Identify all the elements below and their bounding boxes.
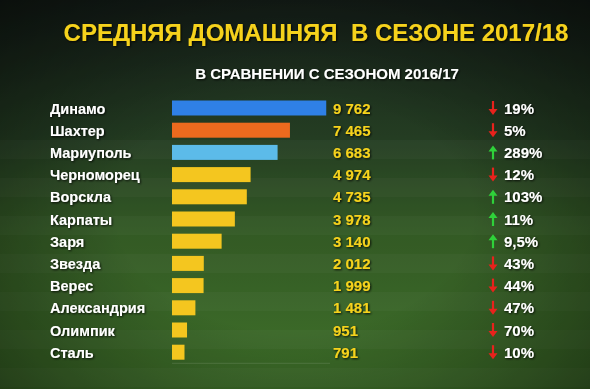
value-label: 4 735 [333,188,371,205]
change-label: 47% [504,299,534,316]
value-label: 6 683 [333,144,371,161]
category-label: Заря [50,234,84,250]
arrow-down [489,279,498,293]
value-label: 1 999 [333,277,371,294]
labels: Динамо 9 762 19% Шахтер 7 465 5% Мариуполь 6 68… [50,100,542,361]
value-label: 3 978 [333,211,371,228]
chart: СРЕДНЯЯ ДОМАШНЯЯ В СЕЗОНЕ 2017/18 В СРАВН… [0,0,590,389]
title: СРЕДНЯЯ ДОМАШНЯЯ В СЕЗОНЕ 2017/18 [64,19,569,46]
value-axis-line [172,363,330,364]
bar [172,323,187,338]
arrow-down [489,345,498,359]
change-label: 70% [504,322,534,339]
change-label: 5% [504,122,526,139]
change-label: 289% [504,144,542,161]
bar [172,101,326,116]
arrow-down [489,256,498,270]
change-label: 9,5% [504,233,538,250]
change-label: 103% [504,188,542,205]
bar [172,300,195,315]
value-label: 4 974 [333,166,371,183]
bar [172,345,184,360]
value-label: 9 762 [333,100,371,117]
bars [172,101,326,360]
bar [172,234,222,249]
category-label: Верес [50,278,93,294]
change-label: 19% [504,100,534,117]
bar [172,167,251,182]
value-label: 3 140 [333,233,371,250]
change-label: 11% [504,211,533,228]
bar [172,212,235,227]
chart-stage: СРЕДНЯЯ ДОМАШНЯЯ В СЕЗОНЕ 2017/18 В СРАВН… [0,0,590,389]
arrow-down [489,323,498,337]
category-label: Олимпик [50,323,116,339]
subtitle: В СРАВНЕНИИ С СЕЗОНОМ 2016/17 [195,65,459,82]
arrow-up [489,190,498,204]
category-label: Динамо [50,101,106,117]
category-label: Шахтер [50,123,105,139]
arrow-down [489,168,498,182]
category-label: Карпаты [50,212,112,228]
category-label: Ворскла [50,189,112,205]
change-label: 10% [504,344,534,361]
arrow-down [489,301,498,315]
overlay [0,0,590,389]
arrow-up [489,145,498,159]
value-label: 7 465 [333,122,371,139]
category-label: Черноморец [50,167,140,183]
value-label: 2 012 [333,255,371,272]
bar [172,256,204,271]
category-label: Александрия [50,300,145,316]
value-label: 1 481 [333,299,371,316]
change-label: 44% [504,277,534,294]
arrow-down [489,123,498,137]
bar [172,123,290,138]
category-label: Мариуполь [50,145,132,161]
category-label: Сталь [50,345,94,361]
bar [172,189,247,204]
change-label: 12% [504,166,534,183]
vignette [0,0,590,389]
category-label: Звезда [50,256,101,272]
bar [172,145,278,160]
arrow-down [489,101,498,115]
arrow-up [489,234,498,248]
value-label: 951 [333,322,358,339]
arrow-up [489,212,498,226]
background [0,0,590,389]
value-label: 791 [333,344,358,361]
bar [172,278,204,293]
change-label: 43% [504,255,534,272]
